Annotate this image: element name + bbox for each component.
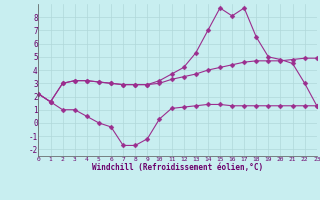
X-axis label: Windchill (Refroidissement éolien,°C): Windchill (Refroidissement éolien,°C) <box>92 163 263 172</box>
